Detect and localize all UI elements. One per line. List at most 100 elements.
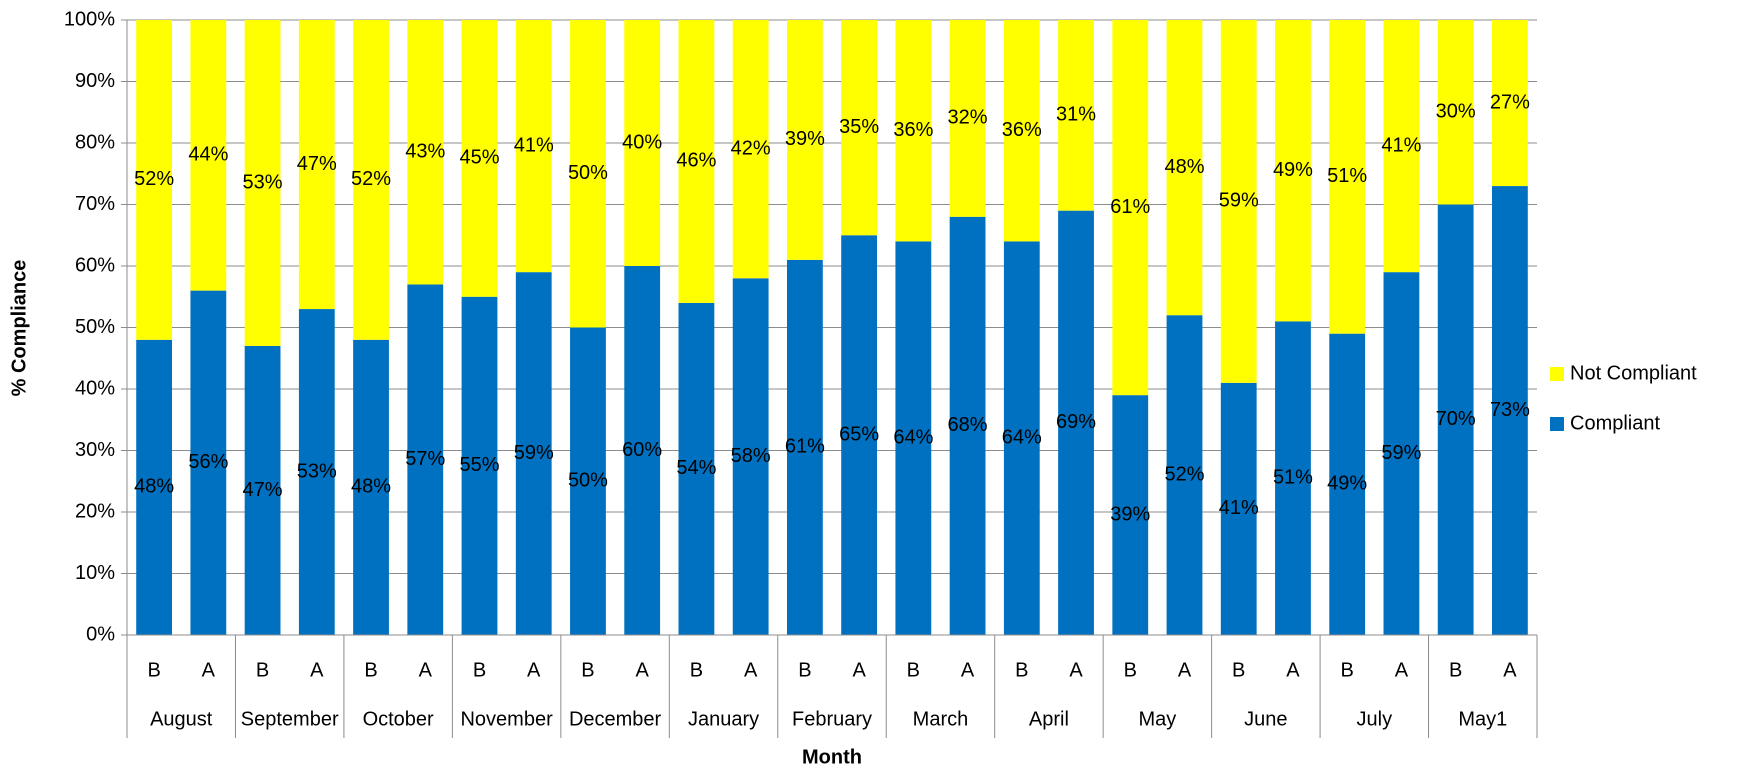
data-label: 40% bbox=[622, 131, 662, 153]
bar-segment bbox=[1437, 204, 1474, 635]
bar-segment bbox=[1112, 395, 1149, 635]
bar-segment bbox=[624, 20, 661, 266]
y-tick-label: 60% bbox=[75, 254, 115, 276]
bar-segment bbox=[190, 20, 227, 291]
data-label: 61% bbox=[785, 436, 825, 458]
x-tick-label: B bbox=[798, 659, 811, 681]
data-label: 48% bbox=[351, 476, 391, 498]
x-tick-label: A bbox=[310, 659, 324, 681]
bar-segment bbox=[1275, 321, 1311, 635]
data-label: 50% bbox=[568, 470, 608, 492]
x-tick-label: B bbox=[364, 659, 377, 681]
data-label: 59% bbox=[1381, 442, 1421, 464]
bar-segment bbox=[190, 290, 227, 635]
x-tick-label: B bbox=[147, 659, 160, 681]
bar-segment bbox=[136, 339, 173, 635]
legend-swatch bbox=[1550, 417, 1564, 431]
bar-segment bbox=[515, 272, 552, 635]
data-label: 51% bbox=[1273, 466, 1313, 488]
data-label: 52% bbox=[1164, 463, 1204, 485]
data-label: 41% bbox=[1219, 497, 1259, 519]
x-tick-label: A bbox=[419, 659, 433, 681]
x-tick-label: A bbox=[852, 659, 866, 681]
group-label: November bbox=[460, 708, 553, 730]
group-label: April bbox=[1029, 708, 1069, 730]
data-label: 36% bbox=[893, 119, 933, 141]
data-label: 43% bbox=[405, 141, 445, 163]
y-tick-label: 0% bbox=[86, 623, 115, 645]
y-tick-label: 30% bbox=[75, 439, 115, 461]
x-tick-label: B bbox=[1341, 659, 1354, 681]
group-label: October bbox=[363, 708, 434, 730]
x-tick-label: B bbox=[1015, 659, 1028, 681]
data-label: 50% bbox=[568, 162, 608, 184]
data-label: 54% bbox=[676, 457, 716, 479]
y-tick-label: 10% bbox=[75, 562, 115, 584]
data-label: 41% bbox=[1381, 134, 1421, 156]
group-label: January bbox=[688, 708, 759, 730]
x-tick-label: B bbox=[581, 659, 594, 681]
group-label: July bbox=[1357, 708, 1393, 730]
y-tick-label: 70% bbox=[75, 193, 115, 215]
data-label: 35% bbox=[839, 116, 879, 138]
bar-segment bbox=[244, 20, 281, 346]
legend-label: Not Compliant bbox=[1570, 362, 1697, 384]
data-label: 47% bbox=[297, 153, 337, 175]
data-label: 60% bbox=[622, 439, 662, 461]
data-label: 56% bbox=[188, 451, 228, 473]
bar-segment bbox=[353, 339, 389, 635]
bar-segment bbox=[1329, 333, 1366, 635]
bar-segment bbox=[515, 20, 552, 273]
bar-segment bbox=[786, 259, 823, 635]
data-label: 73% bbox=[1490, 399, 1530, 421]
group-label: June bbox=[1244, 708, 1287, 730]
y-tick-label: 20% bbox=[75, 500, 115, 522]
group-label: February bbox=[792, 708, 872, 730]
data-label: 48% bbox=[134, 476, 174, 498]
data-label: 39% bbox=[785, 128, 825, 150]
x-tick-label: B bbox=[1124, 659, 1137, 681]
group-label: May1 bbox=[1458, 708, 1507, 730]
x-tick-label: B bbox=[473, 659, 486, 681]
bar-segment bbox=[1437, 20, 1474, 205]
x-tick-label: A bbox=[202, 659, 216, 681]
bar-segment bbox=[1220, 382, 1257, 635]
legend-label: Compliant bbox=[1570, 412, 1660, 434]
data-label: 59% bbox=[1219, 190, 1259, 212]
data-label: 44% bbox=[188, 144, 228, 166]
data-label: 36% bbox=[1002, 119, 1042, 141]
bar-segment bbox=[841, 20, 878, 236]
data-label: 52% bbox=[351, 168, 391, 190]
bar-segment bbox=[1166, 20, 1203, 316]
group-label: September bbox=[241, 708, 339, 730]
group-label: August bbox=[150, 708, 213, 730]
data-label: 27% bbox=[1490, 91, 1530, 113]
data-label: 53% bbox=[243, 171, 283, 193]
x-tick-label: A bbox=[527, 659, 541, 681]
x-tick-label: B bbox=[1232, 659, 1245, 681]
x-tick-label: A bbox=[1069, 659, 1083, 681]
bar-segment bbox=[461, 20, 498, 297]
bar-segment bbox=[895, 241, 932, 635]
data-label: 49% bbox=[1327, 473, 1367, 495]
y-tick-label: 90% bbox=[75, 70, 115, 92]
bar-segment bbox=[244, 345, 281, 635]
bar-segment bbox=[895, 20, 932, 242]
data-label: 64% bbox=[1002, 426, 1042, 448]
x-tick-label: A bbox=[961, 659, 975, 681]
bar-segment bbox=[1058, 210, 1094, 635]
data-label: 47% bbox=[243, 479, 283, 501]
bar-segment bbox=[1383, 20, 1420, 273]
bar-segment bbox=[136, 20, 173, 340]
data-label: 68% bbox=[948, 414, 988, 436]
y-axis-title: % Compliance bbox=[8, 260, 30, 397]
x-tick-label: A bbox=[1178, 659, 1192, 681]
bar-segment bbox=[1112, 20, 1149, 396]
bar-segment bbox=[570, 20, 606, 328]
bar-segment bbox=[1166, 315, 1203, 635]
bar-segment bbox=[678, 302, 715, 635]
bar-segment bbox=[624, 266, 661, 635]
x-tick-label: A bbox=[636, 659, 650, 681]
data-label: 45% bbox=[459, 147, 499, 169]
x-tick-label: B bbox=[1449, 659, 1462, 681]
